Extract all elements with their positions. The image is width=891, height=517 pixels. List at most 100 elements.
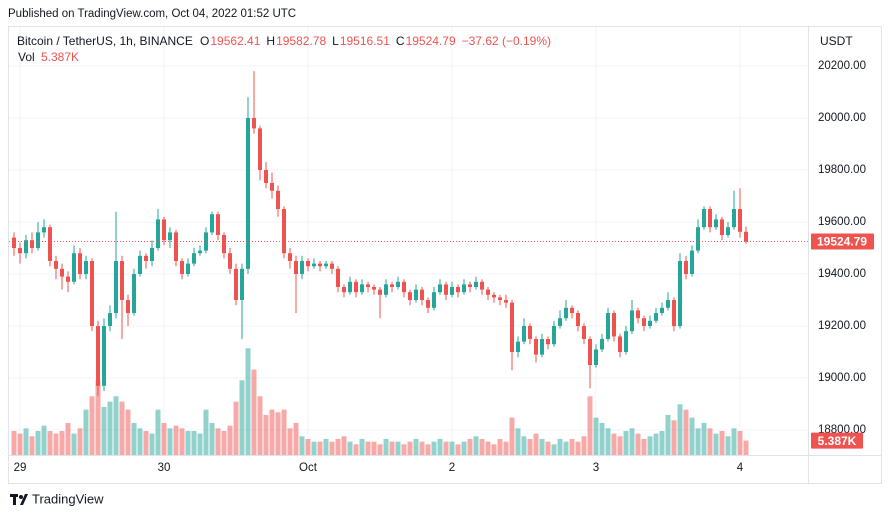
candle-body — [228, 253, 232, 269]
candle-body — [396, 281, 400, 288]
volume-bar — [737, 430, 743, 455]
ohlc-value: 19562.41 — [210, 34, 260, 48]
candle-body — [66, 276, 70, 282]
candle-body — [366, 284, 370, 288]
volume-bar — [149, 433, 155, 455]
volume-bar — [575, 441, 581, 455]
volume-bar — [605, 428, 611, 455]
volume-bar — [557, 438, 563, 455]
volume-bar — [689, 417, 695, 455]
volume-bar — [161, 422, 167, 455]
candle-body — [186, 263, 190, 275]
candle-body — [420, 289, 424, 301]
y-tick-label: 20200.00 — [818, 60, 866, 72]
volume-bar — [185, 430, 191, 455]
candle-body — [450, 287, 454, 295]
candle-body — [648, 320, 652, 327]
candle-body — [132, 274, 136, 314]
candle-body — [558, 318, 562, 327]
candles — [12, 71, 748, 397]
candle-body — [120, 261, 124, 301]
volume-bar — [677, 404, 683, 455]
volume-bar — [305, 438, 311, 455]
volume-bar — [137, 428, 143, 455]
candle-body — [90, 261, 94, 327]
candle-body — [234, 268, 238, 301]
volume-name: Vol — [18, 50, 35, 64]
volume-bar — [281, 409, 287, 455]
candle-body — [30, 240, 34, 249]
candle-body — [660, 307, 664, 314]
volume-bar — [239, 380, 245, 455]
candle-body — [288, 253, 292, 262]
volume-bar — [653, 433, 659, 455]
candle-body — [606, 313, 610, 340]
volume-bar — [407, 441, 413, 455]
volume-pane — [11, 348, 749, 455]
volume-bar — [143, 430, 149, 455]
candle-body — [624, 331, 628, 353]
volume-bar — [269, 409, 275, 455]
y-tick-label: 19200.00 — [818, 320, 866, 332]
volume-bar — [545, 441, 551, 455]
candle-body — [354, 281, 358, 293]
volume-bar — [221, 430, 227, 455]
volume-bar — [425, 444, 431, 455]
volume-bar — [629, 428, 635, 455]
volume-bar — [197, 433, 203, 455]
candle-body — [174, 232, 178, 262]
volume-bar — [731, 428, 737, 455]
candle-body — [468, 284, 472, 288]
candle-body — [114, 261, 118, 314]
volume-bar — [371, 441, 377, 455]
candle-body — [402, 281, 406, 293]
volume-bar — [551, 444, 557, 455]
ohlc-value: 19524.79 — [406, 34, 456, 48]
volume-bar — [89, 396, 95, 455]
candle-body — [642, 318, 646, 327]
candle-body — [294, 261, 298, 275]
volume-bar — [227, 425, 233, 455]
volume-bar — [461, 441, 467, 455]
volume-bar — [701, 422, 707, 455]
volume-bar — [113, 396, 119, 455]
volume-bar — [77, 428, 83, 455]
volume-bar — [95, 380, 101, 455]
candle-body — [552, 326, 556, 345]
candle-body — [42, 227, 46, 233]
candle-body — [594, 349, 598, 366]
candle-body — [198, 250, 202, 254]
chart-frame — [8, 26, 882, 484]
candle-body — [24, 240, 28, 254]
volume-bar — [647, 436, 653, 455]
volume-bar — [617, 436, 623, 455]
candle-body — [210, 214, 214, 233]
volume-bar — [467, 438, 473, 455]
candle-body — [324, 263, 328, 267]
published-note: Published on TradingView.com, Oct 04, 20… — [8, 8, 296, 20]
candle-body — [540, 339, 544, 355]
volume-bar — [395, 441, 401, 455]
candle-body — [240, 268, 244, 301]
candle-body — [336, 268, 340, 288]
volume-bar — [587, 396, 593, 455]
volume-bar — [41, 425, 47, 455]
volume-bar — [215, 428, 221, 455]
candle-body — [192, 253, 196, 264]
volume-bar — [23, 428, 29, 455]
y-tick-label: 19600.00 — [818, 216, 866, 228]
candle-body — [216, 214, 220, 235]
x-tick-label: 3 — [593, 462, 599, 474]
candle-body — [306, 261, 310, 267]
volume-bar — [455, 444, 461, 455]
volume-bar — [125, 409, 131, 455]
volume-bar — [347, 441, 353, 455]
candle-body — [492, 294, 496, 298]
candle-body — [720, 219, 724, 235]
volume-bar — [323, 438, 329, 455]
candle-body — [252, 117, 256, 129]
volume-bar — [29, 436, 35, 455]
candle-body — [528, 326, 532, 340]
volume-bar — [437, 438, 443, 455]
